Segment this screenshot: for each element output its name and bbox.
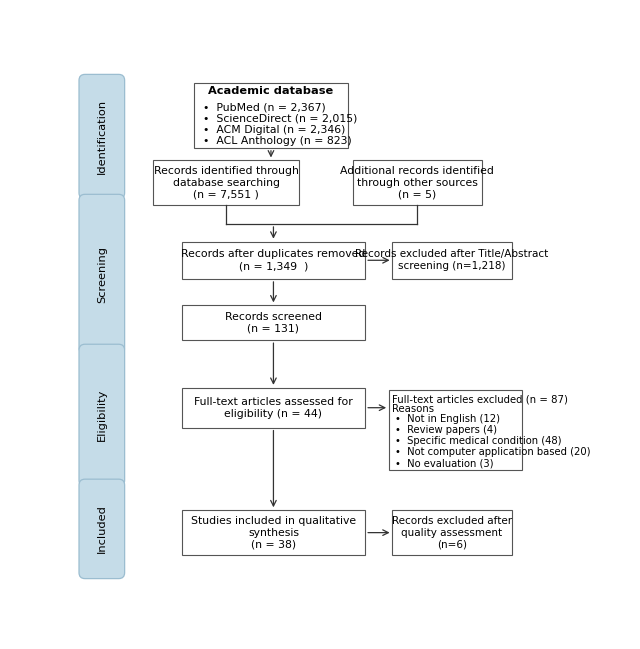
Bar [353,160,482,205]
Bar [153,160,300,205]
Bar [182,510,365,555]
Text: Full-text articles excluded (n = 87): Full-text articles excluded (n = 87) [392,394,568,404]
Text: •  No evaluation (3): • No evaluation (3) [395,458,493,468]
Bar [389,390,522,470]
Text: Studies included in qualitative
synthesis
(n = 38): Studies included in qualitative synthesi… [191,516,356,549]
Text: Included: Included [97,504,107,554]
FancyBboxPatch shape [79,479,125,579]
Text: •  Not computer application based (20): • Not computer application based (20) [395,447,591,457]
Text: •  Review papers (4): • Review papers (4) [395,425,497,435]
Bar [182,241,365,279]
Text: •  Specific medical condition (48): • Specific medical condition (48) [395,436,561,446]
Text: Records excluded after
quality assessment
(n=6): Records excluded after quality assessmen… [392,516,512,549]
Text: •  ACM Digital (n = 2,346): • ACM Digital (n = 2,346) [203,125,346,135]
Text: •  ACL Anthology (n = 823): • ACL Anthology (n = 823) [203,136,352,146]
FancyBboxPatch shape [79,194,125,354]
Text: Records after duplicates removed
(n = 1,349  ): Records after duplicates removed (n = 1,… [181,249,365,271]
Bar [182,387,365,428]
Text: Identification: Identification [97,99,107,174]
FancyBboxPatch shape [79,344,125,486]
FancyBboxPatch shape [79,75,125,199]
Text: Records identified through
database searching
(n = 7,551 ): Records identified through database sear… [154,166,299,199]
Text: Reasons: Reasons [392,404,435,414]
Text: Additional records identified
through other sources
(n = 5): Additional records identified through ot… [340,166,494,199]
Text: Eligibility: Eligibility [97,389,107,441]
Bar [392,241,511,279]
Text: Records screened
(n = 131): Records screened (n = 131) [225,312,322,334]
Bar [392,510,511,555]
Text: •  ScienceDirect (n = 2,015): • ScienceDirect (n = 2,015) [203,114,357,124]
Text: •  Not in English (12): • Not in English (12) [395,414,500,424]
Text: Records excluded after Title/Abstract
screening (n=1,218): Records excluded after Title/Abstract sc… [355,249,548,271]
Text: Full-text articles assessed for
eligibility (n = 44): Full-text articles assessed for eligibil… [194,397,353,419]
Text: Academic database: Academic database [209,86,333,96]
Bar [194,83,348,148]
Text: •  PubMed (n = 2,367): • PubMed (n = 2,367) [203,103,326,113]
Text: Screening: Screening [97,245,107,302]
Bar [182,305,365,340]
